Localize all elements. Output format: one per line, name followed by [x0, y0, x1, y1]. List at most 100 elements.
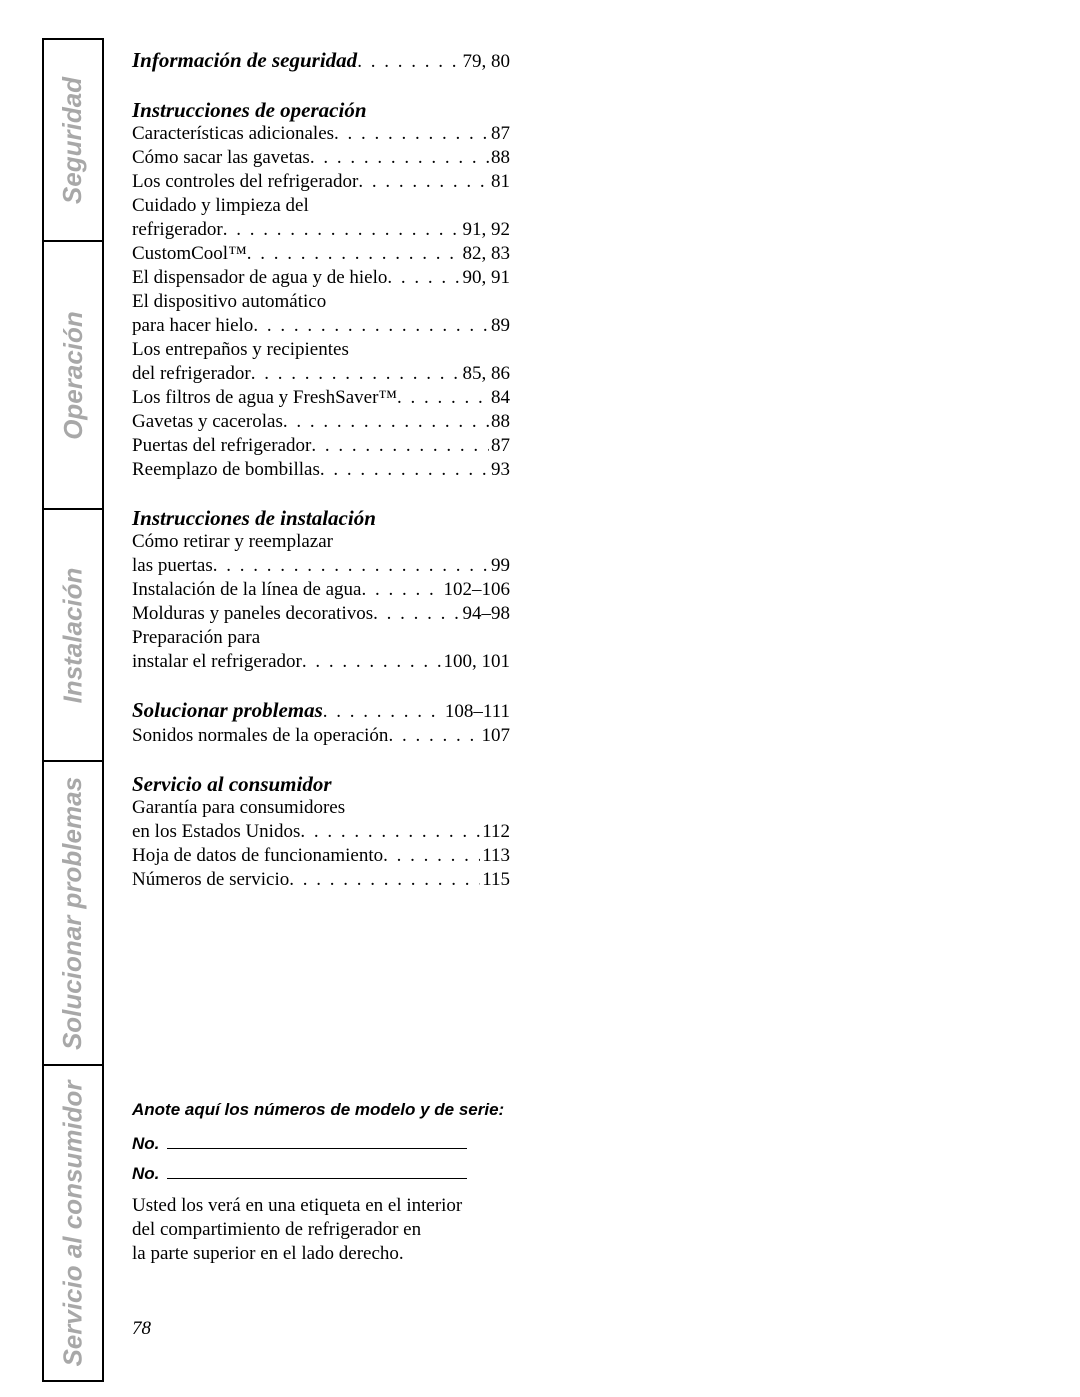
section-title: Solucionar problemas 108–111 [132, 698, 510, 724]
toc-entry: Cómo retirar y reemplazar [132, 530, 510, 554]
toc-entry-label: Los controles del refrigerador [132, 170, 358, 194]
serial-number-line: No. [132, 1164, 532, 1184]
leader-dots [383, 844, 480, 868]
toc-entry: para hacer hielo 89 [132, 314, 510, 338]
model-serial-note: Anote aquí los números de modelo y de se… [132, 1100, 532, 1266]
note-body-line: Usted los verá en una etiqueta en el int… [132, 1194, 532, 1218]
side-tabs: Seguridad Operación Instalación Solucion… [42, 38, 104, 1338]
blank-underline [167, 1178, 467, 1179]
tab-servicio-al-consumidor: Servicio al consumidor [42, 1064, 104, 1382]
toc-entry-label: Cómo retirar y reemplazar [132, 530, 333, 554]
toc-entry-label: las puertas [132, 554, 213, 578]
toc-entry: El dispensador de agua y de hielo90, 91 [132, 266, 510, 290]
page-ref: 102–106 [442, 578, 511, 602]
page-ref: 87 [489, 434, 510, 458]
page-ref: 90, 91 [461, 266, 511, 290]
toc-entry-label: para hacer hielo [132, 314, 253, 338]
toc-entry-label: Cuidado y limpieza del [132, 194, 309, 218]
page-ref: 88 [489, 146, 510, 170]
leader-dots [320, 458, 489, 482]
toc-entry: Los controles del refrigerador 81 [132, 170, 510, 194]
toc-entry-label: CustomCool™ [132, 242, 247, 266]
note-heading: Anote aquí los números de modelo y de se… [132, 1100, 532, 1120]
page-ref: 81 [489, 170, 510, 194]
toc-entry-label: Los entrepaños y recipientes [132, 338, 349, 362]
toc-entry: CustomCool™ 82, 83 [132, 242, 510, 266]
page-ref: 89 [489, 314, 510, 338]
toc-entry-label: Hoja de datos de funcionamiento [132, 844, 383, 868]
leader-dots [334, 122, 489, 146]
toc-entry: en los Estados Unidos112 [132, 820, 510, 844]
leader-dots [247, 242, 461, 266]
toc-entry: Gavetas y cacerolas88 [132, 410, 510, 434]
toc-entry-label: Los filtros de agua y FreshSaver™ [132, 386, 397, 410]
section-title-label: Instrucciones de operación [132, 98, 367, 122]
toc-entry: Cuidado y limpieza del [132, 194, 510, 218]
leader-dots [358, 170, 489, 194]
tab-seguridad: Seguridad [42, 38, 104, 242]
leader-dots [373, 602, 460, 626]
page-ref: 79, 80 [461, 50, 511, 74]
section-title: Instrucciones de operación [132, 98, 510, 122]
toc-entry: refrigerador91, 92 [132, 218, 510, 242]
toc-entry-label: Características adicionales [132, 122, 334, 146]
page-ref: 113 [480, 844, 510, 868]
leader-dots [223, 218, 461, 242]
toc-entry-label: Gavetas y cacerolas [132, 410, 283, 434]
page-ref: 94–98 [461, 602, 511, 626]
toc-entry: Instalación de la línea de agua 102–106 [132, 578, 510, 602]
tab-solucionar-problemas: Solucionar problemas [42, 760, 104, 1066]
toc-entry-label: instalar el refrigerador [132, 650, 302, 674]
leader-dots [302, 650, 442, 674]
page-ref: 100, 101 [442, 650, 511, 674]
toc-entry-label: Cómo sacar las gavetas [132, 146, 310, 170]
toc-entry-label: Sonidos normales de la operación [132, 724, 388, 748]
page-ref: 107 [480, 724, 511, 748]
toc-entry-label: El dispositivo automático [132, 290, 326, 314]
toc-entry: Cómo sacar las gavetas 88 [132, 146, 510, 170]
section-title-label: Solucionar problemas [132, 698, 323, 722]
manual-toc-page: Seguridad Operación Instalación Solucion… [0, 0, 1080, 1397]
leader-dots [388, 724, 479, 748]
model-number-line: No. [132, 1134, 532, 1154]
note-body: Usted los verá en una etiqueta en el int… [132, 1194, 532, 1266]
leader-dots [253, 314, 489, 338]
toc-entry: El dispositivo automático [132, 290, 510, 314]
leader-dots [397, 386, 489, 410]
leader-dots [213, 554, 489, 578]
toc-entry: Los entrepaños y recipientes [132, 338, 510, 362]
tab-label: Seguridad [58, 76, 89, 203]
toc-entry-label: en los Estados Unidos [132, 820, 300, 844]
tab-label: Solucionar problemas [58, 776, 89, 1049]
page-ref: 82, 83 [461, 242, 511, 266]
leader-dots [311, 434, 489, 458]
leader-dots [283, 410, 489, 434]
no-label: No. [132, 1134, 159, 1154]
blank-underline [167, 1148, 467, 1149]
toc-entry: las puertas99 [132, 554, 510, 578]
toc-entry-label: Garantía para consumidores [132, 796, 345, 820]
leader-dots [289, 868, 480, 892]
toc-entry: del refrigerador85, 86 [132, 362, 510, 386]
toc-entry-label: Instalación de la línea de agua [132, 578, 361, 602]
section-title: Servicio al consumidor [132, 772, 510, 796]
page-ref: 87 [489, 122, 510, 146]
section-title-label: Instrucciones de instalación [132, 506, 376, 530]
leader-dots [323, 700, 443, 724]
section-title-label: Información de seguridad [132, 48, 357, 72]
no-label: No. [132, 1164, 159, 1184]
page-ref: 93 [489, 458, 510, 482]
tab-label: Operación [58, 311, 89, 440]
tab-instalacion: Instalación [42, 508, 104, 762]
page-ref: 108–111 [443, 700, 510, 724]
toc-entry: Molduras y paneles decorativos94–98 [132, 602, 510, 626]
toc-content: Información de seguridad 79, 80 Instruccio… [132, 48, 510, 892]
page-ref: 84 [489, 386, 510, 410]
leader-dots [387, 266, 460, 290]
toc-entry: Preparación para [132, 626, 510, 650]
tab-label: Servicio al consumidor [58, 1080, 89, 1366]
tab-operacion: Operación [42, 240, 104, 510]
section-title: Información de seguridad 79, 80 [132, 48, 510, 74]
toc-entry-label: refrigerador [132, 218, 223, 242]
toc-entry-label: Preparación para [132, 626, 260, 650]
